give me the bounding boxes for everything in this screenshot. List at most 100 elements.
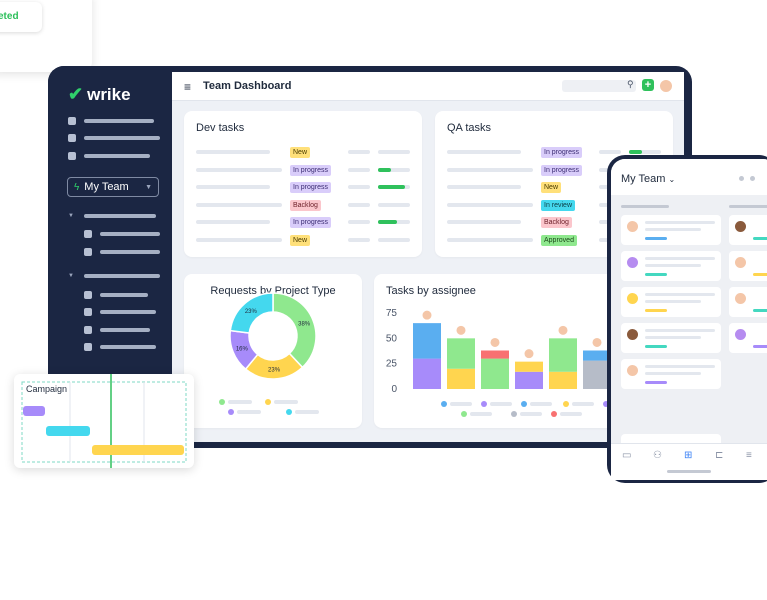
sidebar-subitem-5[interactable]	[84, 326, 150, 334]
status-badge[interactable]: In progress	[541, 147, 583, 158]
gantt-bar[interactable]	[23, 406, 45, 416]
task-name-bar[interactable]	[196, 150, 270, 154]
hamburger-menu-icon[interactable]: ≡	[184, 80, 192, 94]
column-header-bar	[621, 205, 669, 208]
search-icon[interactable]: ⚲	[627, 79, 634, 89]
legend-bar	[490, 402, 512, 406]
sidebar-item-label	[100, 345, 156, 349]
avatar	[735, 329, 746, 340]
status-badge[interactable]: In progress	[541, 164, 583, 176]
progress-fill	[629, 150, 642, 154]
task-card[interactable]	[621, 359, 721, 389]
people-icon[interactable]: ⚇	[653, 450, 662, 461]
task-card[interactable]	[621, 323, 721, 353]
sidebar-folder-2[interactable]: ▼	[68, 273, 160, 279]
task-card[interactable]	[729, 287, 767, 317]
legend-dot	[228, 409, 234, 415]
menu-icon[interactable]: ≡	[746, 450, 752, 461]
sidebar-item-label	[84, 136, 160, 140]
bar-segment	[549, 338, 577, 372]
chevron-down-icon: ▼	[145, 183, 152, 191]
task-card[interactable]	[729, 251, 767, 281]
task-name-bar[interactable]	[447, 150, 521, 154]
sidebar-item-inbox[interactable]	[68, 152, 150, 160]
status-badge[interactable]: Approved	[541, 235, 577, 246]
gantt-bar[interactable]	[46, 426, 90, 436]
status-badge[interactable]: Backlog	[541, 217, 572, 229]
phone-title[interactable]: My Team ⌄	[621, 173, 675, 185]
status-badge[interactable]: In review	[541, 199, 576, 211]
task-name-bar[interactable]	[447, 185, 521, 190]
legend-bar	[295, 410, 319, 414]
folder-icon[interactable]: ⊏	[715, 450, 724, 461]
sidebar-subitem-6[interactable]	[84, 343, 156, 351]
task-card[interactable]	[621, 251, 721, 281]
slice-label: 23%	[268, 367, 281, 373]
task-name-bar[interactable]	[447, 238, 533, 242]
task-card[interactable]	[621, 287, 721, 317]
task-name-bar[interactable]	[196, 202, 282, 207]
sidebar-item-label	[84, 274, 160, 278]
bar-segment	[515, 361, 543, 372]
sidebar-subitem-4[interactable]	[84, 308, 156, 316]
task-name-bar[interactable]	[196, 238, 282, 242]
task-card[interactable]	[621, 215, 721, 245]
column-header-bar	[729, 205, 767, 208]
sidebar-item-dashboards[interactable]	[68, 134, 160, 142]
team-selector[interactable]: ϟ My Team ▼	[67, 177, 159, 197]
progress-bar	[378, 167, 410, 172]
progress-bar	[378, 238, 410, 242]
progress-bar	[378, 202, 410, 207]
task-name-bar[interactable]	[196, 220, 270, 225]
task-name-bar[interactable]	[196, 167, 282, 172]
task-card[interactable]	[729, 215, 767, 245]
status-badge[interactable]: New	[290, 147, 311, 158]
status-badge[interactable]: Backlog	[290, 199, 321, 211]
assignee-bar	[599, 150, 621, 154]
status-strip	[753, 237, 767, 240]
progress-fill	[378, 167, 391, 172]
calendar-icon	[84, 248, 92, 256]
status-badge[interactable]: In progress	[290, 164, 332, 176]
task-name-bar[interactable]	[447, 202, 533, 207]
status-badge[interactable]: New	[541, 182, 562, 194]
avatar	[735, 293, 746, 304]
qa-tasks-title: QA tasks	[447, 122, 492, 134]
gantt-bar[interactable]	[92, 445, 184, 455]
bar-segment	[413, 358, 441, 389]
legend-dot	[441, 401, 447, 407]
sidebar-folder-1[interactable]: ▼	[68, 213, 156, 219]
sidebar-subitem-1[interactable]	[84, 230, 160, 238]
legend-bar	[470, 412, 492, 416]
status-strip	[753, 345, 767, 348]
home-icon	[68, 117, 76, 125]
dashboard-icon[interactable]: ⊞	[684, 450, 693, 461]
task-name-bar[interactable]	[447, 220, 521, 225]
user-avatar[interactable]	[659, 79, 673, 93]
add-button[interactable]: +	[642, 79, 654, 91]
task-name-bar[interactable]	[196, 185, 270, 190]
sidebar-subitem-2[interactable]	[84, 248, 160, 256]
assignee-avatar	[557, 324, 569, 336]
lightning-icon: ϟ	[74, 181, 80, 193]
bar-segment	[481, 358, 509, 389]
card-text-bar	[645, 336, 701, 339]
card-text-bar	[645, 329, 715, 332]
task-name-bar[interactable]	[447, 167, 533, 172]
card-text-bar	[645, 221, 715, 224]
task-card[interactable]	[729, 323, 767, 353]
sidebar-item-home[interactable]	[68, 117, 154, 125]
status-badge[interactable]: In progress	[290, 182, 332, 194]
assignee-avatar	[591, 336, 603, 348]
status-badge[interactable]: New	[290, 235, 311, 246]
status-badge[interactable]: In progress	[290, 217, 332, 229]
bar-segment	[447, 338, 475, 369]
gantt-frame	[21, 381, 187, 463]
status-strip	[645, 345, 667, 348]
requests-chart-card: Requests by Project Type 38% 23% 16% 23%	[184, 274, 362, 428]
inbox-icon[interactable]: ▭	[622, 450, 632, 461]
sidebar-subitem-3[interactable]	[84, 291, 148, 299]
search-input[interactable]	[562, 80, 636, 92]
y-tick-label: 50	[386, 333, 398, 344]
sidebar-item-label	[84, 214, 156, 218]
